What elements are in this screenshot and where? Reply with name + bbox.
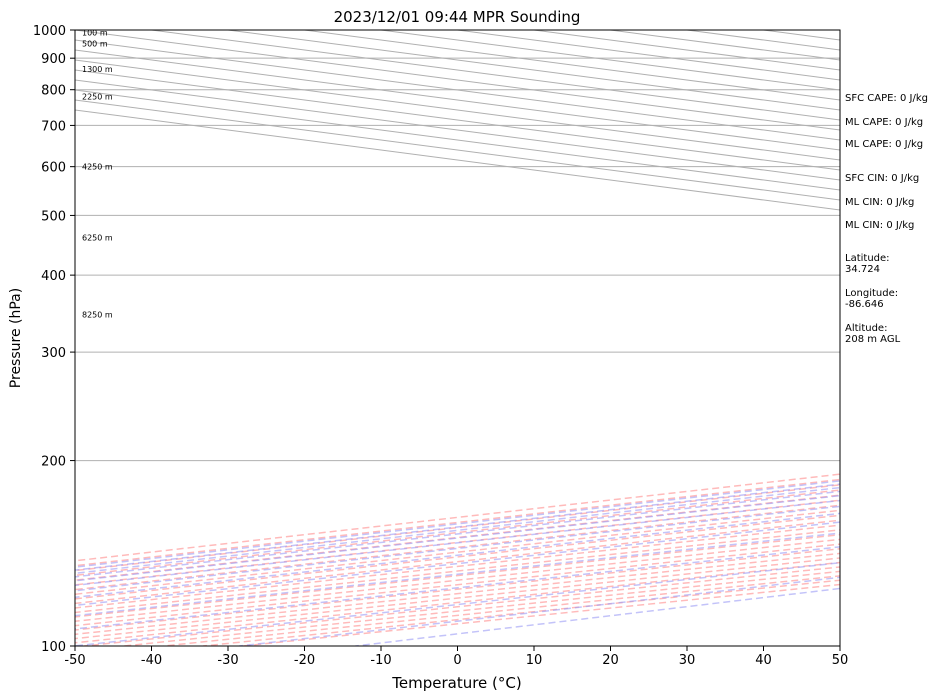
isotherm-line (75, 109, 840, 211)
ml-cape-label-2: ML CAPE: 0 J/kg (845, 139, 924, 150)
height-label: 500 m (82, 40, 108, 49)
y-tick-label: 900 (41, 52, 66, 67)
moist-adiabat-line (75, 561, 840, 646)
longitude-label: Longitude: -86.646 (845, 288, 899, 310)
y-tick-label: 1000 (33, 24, 66, 39)
x-tick-label: 50 (832, 653, 849, 668)
y-tick-label: 700 (41, 119, 66, 134)
x-tick-label: -10 (370, 653, 391, 668)
x-tick-label: -20 (294, 653, 315, 668)
isotherm-line (75, 99, 840, 201)
sfc-cin-label: SFC CIN: 0 J/kg (845, 173, 920, 184)
x-axis-label: Temperature (°C) (391, 674, 521, 692)
y-tick-label: 100 (41, 640, 66, 655)
latitude-label: Latitude: 34.724 (845, 253, 890, 275)
y-tick-label: 500 (41, 209, 66, 224)
y-tick-label: 400 (41, 269, 66, 284)
height-label: 2250 m (82, 92, 113, 101)
height-label: 8250 m (82, 311, 113, 320)
y-tick-label: 600 (41, 161, 66, 176)
height-label: 100 m (82, 29, 108, 38)
ml-cin-label-2: ML CIN: 0 J/kg (845, 220, 915, 231)
y-tick-label: 800 (41, 84, 66, 99)
x-tick-label: 40 (755, 653, 772, 668)
x-tick-label: -40 (141, 653, 162, 668)
y-tick-label: 300 (41, 346, 66, 361)
x-tick-label: -50 (64, 653, 85, 668)
dry-adiabat-line (242, 583, 840, 646)
x-tick-label: 0 (453, 653, 461, 668)
moist-adiabat-line (239, 576, 840, 646)
isotherm-line (75, 89, 840, 191)
chart-title: 2023/12/01 09:44 MPR Sounding (334, 8, 581, 26)
height-label: 4250 m (82, 163, 113, 172)
height-label: 1300 m (82, 65, 113, 74)
ml-cin-label: ML CIN: 0 J/kg (845, 197, 915, 208)
height-label: 6250 m (82, 234, 113, 243)
sfc-cape-label: SFC CAPE: 0 J/kg (845, 93, 928, 104)
isotherm-line (75, 79, 840, 181)
x-tick-label: 30 (679, 653, 696, 668)
altitude-label: Altitude: 208 m AGL (845, 323, 901, 345)
isotherm-line (75, 39, 840, 141)
isotherm-line (75, 69, 840, 171)
y-tick-label: 200 (41, 455, 66, 470)
x-tick-label: 10 (526, 653, 543, 668)
x-tick-label: 20 (602, 653, 619, 668)
isotherm-line (75, 30, 840, 131)
y-axis-label: Pressure (hPa) (8, 288, 24, 388)
isotherm-line (75, 49, 840, 151)
ml-cape-label: ML CAPE: 0 J/kg (845, 117, 924, 128)
isotherm-line (75, 59, 840, 161)
dry-adiabat-line (203, 579, 840, 646)
dry-adiabat-line (84, 566, 840, 646)
x-tick-label: -30 (217, 653, 238, 668)
